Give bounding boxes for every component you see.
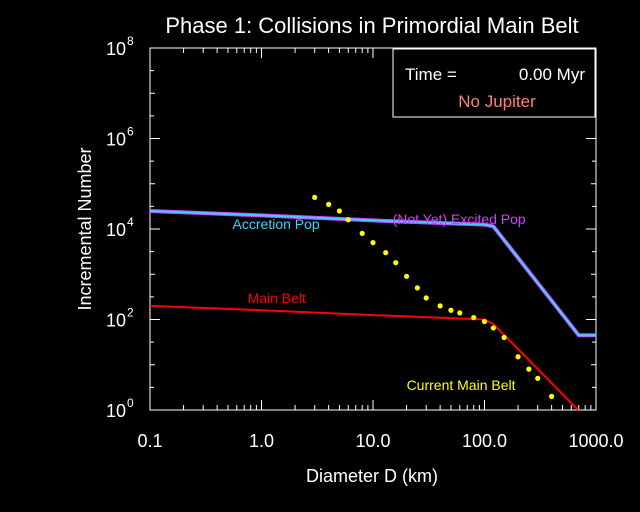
y-tick-label: 10 4: [106, 215, 134, 240]
current-main-belt-point: [383, 250, 389, 256]
current-main-belt-point: [370, 240, 376, 246]
current-main-belt-point: [490, 325, 496, 331]
not-yet-excited-pop-label: (Not Yet) Excited Pop: [393, 211, 526, 227]
y-tick-label-base: 10: [106, 39, 126, 59]
chart-title: Phase 1: Collisions in Primordial Main B…: [165, 13, 578, 38]
current-main-belt-point: [471, 315, 477, 321]
series-lines: [149, 209, 596, 411]
current-main-belt-point: [312, 194, 318, 200]
axis-ticks: [149, 47, 597, 411]
current-main-belt-point: [414, 285, 420, 291]
current-main-belt-point: [359, 230, 365, 236]
y-tick-label-exponent: 4: [127, 215, 134, 229]
current-main-belt-point: [437, 303, 443, 309]
x-tick-label: 1000.0: [568, 431, 623, 451]
annotations: (Not Yet) Excited Pop Accretion Pop Main B…: [233, 211, 526, 393]
y-tick-label: 10 2: [106, 306, 134, 331]
current-main-belt-point: [336, 208, 343, 214]
legend-frame: [392, 48, 596, 118]
y-tick-label: 10 0: [106, 396, 134, 421]
current-main-belt-point: [481, 318, 488, 325]
y-tick-label-base: 10: [106, 311, 126, 331]
x-axis-label: Diameter D (km): [306, 466, 438, 486]
y-tick-label-base: 10: [106, 220, 126, 240]
y-tick-label-base: 10: [106, 130, 126, 150]
accretion-pop-label: Accretion Pop: [233, 216, 320, 232]
current-main-belt-point: [423, 295, 429, 301]
x-tick-label: 100.0: [462, 431, 507, 451]
y-tick-label: 10 8: [106, 34, 134, 59]
current-main-belt-point: [326, 201, 332, 207]
y-tick-label-exponent: 8: [127, 34, 134, 48]
x-tick-labels: 0.1 1.0 10.0 100.0 1000.0: [137, 431, 623, 451]
current-main-belt-label: Current Main Belt: [407, 377, 516, 393]
status-label: No Jupiter: [458, 92, 536, 111]
y-tick-label: 10 6: [106, 125, 134, 150]
current-main-belt-point: [501, 334, 507, 341]
y-tick-label-exponent: 6: [127, 125, 134, 139]
accretion-pop-line: [149, 210, 596, 337]
current-main-belt-point: [403, 273, 410, 279]
y-tick-label-base: 10: [106, 401, 126, 421]
current-main-belt-point: [393, 260, 399, 266]
x-tick-label: 1.0: [249, 431, 274, 451]
main-belt-line: [149, 304, 579, 411]
legend-box: Time = 0.00 Myr No Jupiter: [392, 48, 596, 118]
current-main-belt-point: [515, 354, 521, 360]
y-tick-label-exponent: 2: [127, 306, 134, 320]
current-main-belt-point: [448, 307, 454, 313]
x-tick-label: 0.1: [137, 431, 162, 451]
y-axis-label: Incremental Number: [75, 147, 95, 310]
current-main-belt-point: [345, 217, 351, 223]
x-tick-label: 10.0: [355, 431, 390, 451]
current-main-belt-point: [535, 375, 541, 381]
current-main-belt-point: [457, 310, 463, 316]
current-main-belt-point: [526, 366, 532, 372]
current-main-belt-point: [549, 393, 555, 399]
y-tick-label-exponent: 0: [127, 396, 134, 410]
series-points: [312, 194, 555, 399]
time-label: Time =: [405, 65, 457, 84]
time-value: 0.00 Myr: [519, 65, 585, 84]
main-belt-label: Main Belt: [248, 290, 306, 306]
